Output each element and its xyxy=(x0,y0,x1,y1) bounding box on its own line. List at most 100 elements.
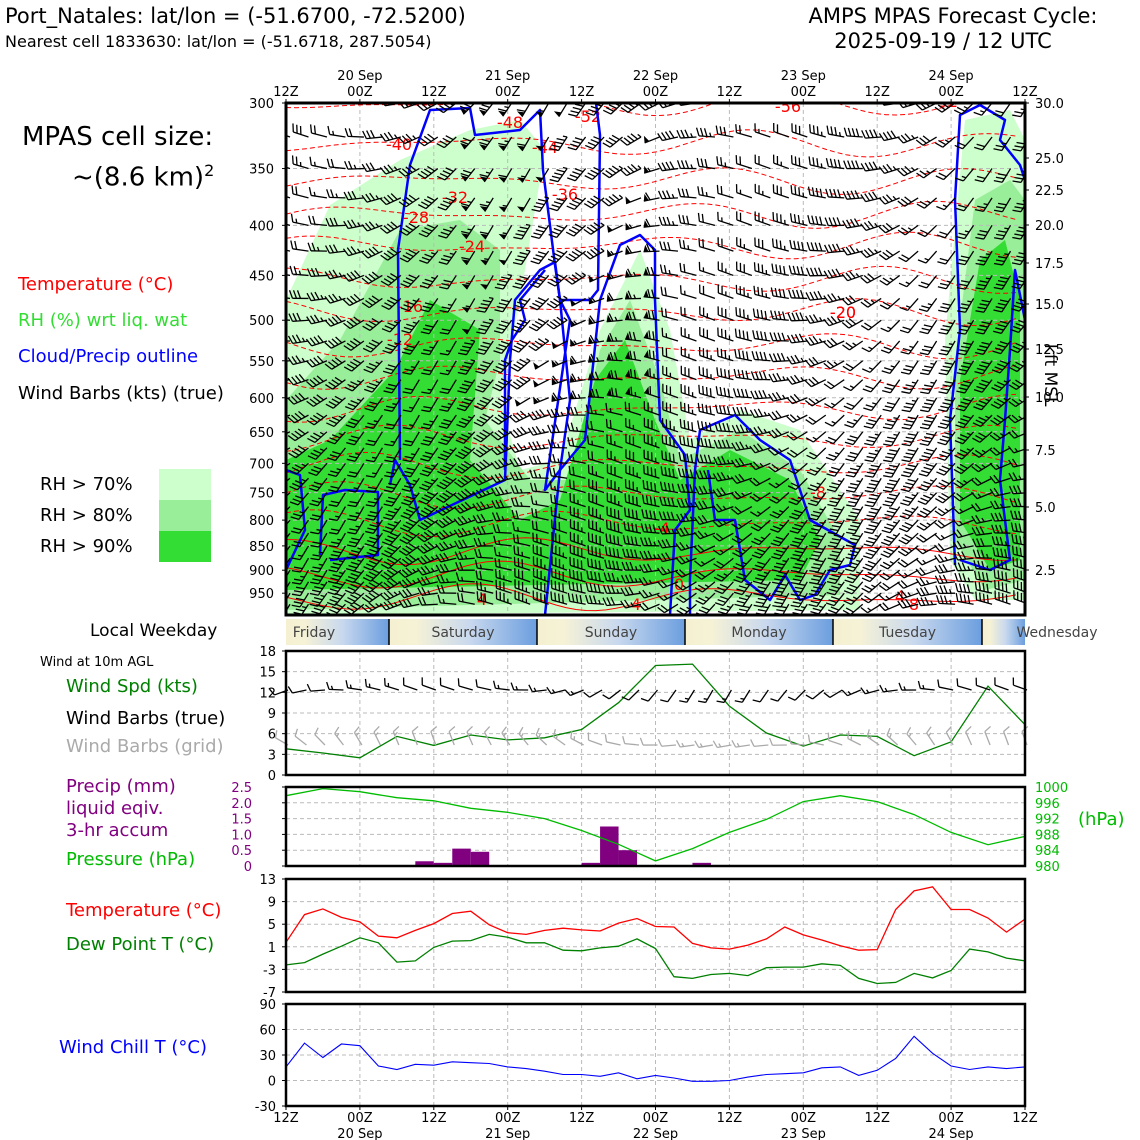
barb-feather xyxy=(837,159,841,169)
barb-feather xyxy=(380,563,389,570)
barb-feather xyxy=(390,221,398,228)
barb-feather xyxy=(679,262,682,272)
cs-wind-barb xyxy=(514,579,531,594)
cs-wind-barb xyxy=(361,246,383,259)
barb-half-feather xyxy=(856,465,861,468)
barb-feather xyxy=(537,225,547,230)
cs-wind-barb xyxy=(620,133,642,146)
cs-wind-barb xyxy=(843,397,864,411)
cs-wind-barb xyxy=(288,312,309,323)
barb-feather xyxy=(501,427,509,435)
cs-wind-barb xyxy=(381,296,402,310)
barb-pennant xyxy=(498,206,507,212)
cs-wind-barb xyxy=(551,531,568,547)
barb-feather xyxy=(556,224,565,229)
cs-wind-barb xyxy=(549,480,568,494)
barb-staff xyxy=(373,431,383,446)
barb-staff xyxy=(347,135,364,138)
barb-feather xyxy=(808,416,817,423)
cs-wind-barb xyxy=(437,594,457,605)
barb-feather xyxy=(516,412,524,420)
barb-feather xyxy=(295,334,302,343)
cs-wind-barb xyxy=(344,128,364,138)
barb-feather xyxy=(347,403,357,408)
cs-wind-barb xyxy=(326,189,346,199)
barb-half-feather xyxy=(393,320,399,324)
cs-wind-barb xyxy=(475,570,494,583)
cs-wind-barb xyxy=(362,317,383,331)
barb-pennant xyxy=(535,176,543,183)
barb-feather xyxy=(860,301,869,308)
barb-feather xyxy=(399,538,408,545)
cs-wind-barb xyxy=(327,447,346,462)
barb-feather xyxy=(501,276,510,280)
cs-wind-barb xyxy=(347,492,365,508)
barb-feather xyxy=(348,438,358,443)
cs-wind-barb xyxy=(291,569,310,585)
barb-feather xyxy=(460,477,469,484)
barb-half-feather xyxy=(562,135,568,138)
cs-wind-barb xyxy=(752,308,771,321)
cs-wind-barb xyxy=(382,519,402,534)
barb-feather xyxy=(386,558,396,564)
cs-wind-barb xyxy=(417,529,439,543)
cs-wind-barb xyxy=(309,124,328,138)
barb-feather xyxy=(291,335,298,344)
cs-wind-barb xyxy=(844,431,864,446)
barb-half-feather xyxy=(297,554,303,557)
cs-wind-barb xyxy=(736,237,753,252)
cs-wind-barb xyxy=(436,167,457,181)
cs-wind-barb xyxy=(512,533,531,547)
barb-staff xyxy=(286,506,291,512)
barb-feather xyxy=(867,549,877,553)
barb-feather xyxy=(583,202,592,209)
barb-feather xyxy=(408,222,417,229)
cs-wind-barb xyxy=(750,389,771,400)
barb-feather xyxy=(383,225,391,232)
barb-feather xyxy=(846,190,852,200)
barb-half-feather xyxy=(558,395,563,400)
cs-wind-barb xyxy=(657,190,679,200)
barb-feather xyxy=(863,425,873,429)
barb-feather xyxy=(426,491,436,497)
barb-feather xyxy=(290,213,294,223)
barb-feather xyxy=(547,424,552,434)
barb-feather xyxy=(475,570,479,579)
cs-wind-barb xyxy=(363,379,383,393)
barb-feather xyxy=(827,436,837,442)
barb-feather xyxy=(445,515,454,523)
barb-feather xyxy=(288,290,294,299)
barb-feather xyxy=(439,309,449,313)
barb-feather xyxy=(494,432,502,439)
barb-feather xyxy=(494,557,497,567)
barb-feather xyxy=(334,376,343,383)
barb-feather xyxy=(440,574,445,583)
barb-feather xyxy=(534,320,543,327)
barb-feather xyxy=(270,375,274,382)
barb-feather xyxy=(535,425,542,434)
barb-half-feather xyxy=(357,547,362,550)
barb-feather xyxy=(643,464,645,474)
cs-wind-barb xyxy=(379,193,402,206)
barb-staff xyxy=(311,132,328,138)
barb-feather xyxy=(367,486,377,490)
barb-staff xyxy=(329,250,346,254)
barb-half-feather xyxy=(429,346,434,349)
barb-feather xyxy=(443,563,449,572)
cs-wind-barb xyxy=(861,340,882,353)
barb-feather xyxy=(528,455,534,465)
barb-feather xyxy=(383,408,393,412)
barb-feather xyxy=(870,464,880,468)
barb-feather xyxy=(381,305,390,310)
barb-feather xyxy=(516,301,526,306)
barb-feather xyxy=(294,394,302,402)
barb-feather xyxy=(441,405,450,409)
cs-wind-barb xyxy=(287,392,309,405)
barb-feather xyxy=(274,374,278,381)
cs-wind-barb xyxy=(435,515,457,529)
cs-wind-barb xyxy=(550,493,568,508)
barb-feather xyxy=(567,177,576,182)
barb-feather xyxy=(371,339,380,345)
barb-feather xyxy=(554,592,557,602)
cs-wind-barb xyxy=(380,556,402,570)
